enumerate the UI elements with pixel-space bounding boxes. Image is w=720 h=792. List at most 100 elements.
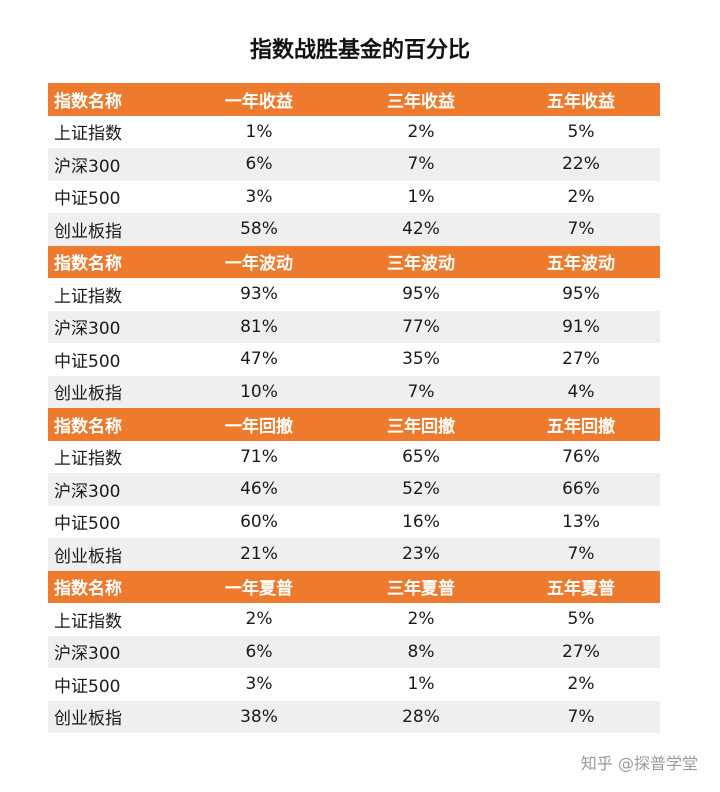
table-row: 中证500 3% 1% 2% <box>48 181 660 214</box>
page-title: 指数战胜基金的百分比 <box>249 38 470 63</box>
value-cell: 77% <box>402 316 440 337</box>
table-row: 创业板指 21% 23% 7% <box>48 538 660 571</box>
value-cell: 5% <box>567 121 595 142</box>
index-name-cell: 沪深300 <box>54 481 121 502</box>
index-name-cell: 上证指数 <box>54 286 122 307</box>
index-name-cell: 沪深300 <box>54 319 121 340</box>
value-cell: 35% <box>402 349 440 370</box>
value-cell: 27% <box>562 641 600 662</box>
section-header-row: 指数名称 一年夏普 三年夏普 五年夏普 <box>48 570 660 603</box>
section-header-row: 指数名称 一年收益 三年收益 五年收益 <box>48 83 660 116</box>
table-row: 中证500 3% 1% 2% <box>48 668 660 701</box>
index-vs-fund-table: 指数名称 一年收益 三年收益 五年收益上证指数 1% 2% 5% 沪深300 6% 7% 22% 中证… <box>48 83 660 733</box>
table-row: 沪深300 81% 77% 91% <box>48 310 660 343</box>
value-cell: 38% <box>240 706 278 727</box>
value-cell: 1% <box>407 186 435 207</box>
header-metric: 三年回撤 <box>387 416 455 437</box>
value-cell: 3% <box>245 674 273 695</box>
value-cell: 71% <box>240 446 278 467</box>
value-cell: 81% <box>240 316 278 337</box>
index-name-cell: 中证500 <box>54 514 121 535</box>
section-header-row: 指数名称 一年波动 三年波动 五年波动 <box>48 245 660 278</box>
value-cell: 91% <box>562 316 600 337</box>
section-header-row: 指数名称 一年回撤 三年回撤 五年回撤 <box>48 408 660 441</box>
index-name-cell: 沪深300 <box>54 156 121 177</box>
index-name-cell: 创业板指 <box>54 546 122 567</box>
value-cell: 95% <box>562 284 600 305</box>
value-cell: 2% <box>245 609 273 630</box>
value-cell: 5% <box>567 609 595 630</box>
header-index-name: 指数名称 <box>54 579 122 600</box>
table-row: 沪深300 6% 8% 27% <box>48 635 660 668</box>
value-cell: 2% <box>567 674 595 695</box>
value-cell: 21% <box>240 544 278 565</box>
value-cell: 3% <box>245 186 273 207</box>
value-cell: 2% <box>407 609 435 630</box>
value-cell: 22% <box>562 154 600 175</box>
header-metric: 三年夏普 <box>387 579 455 600</box>
value-cell: 8% <box>407 641 435 662</box>
value-cell: 7% <box>407 154 435 175</box>
value-cell: 1% <box>407 674 435 695</box>
value-cell: 1% <box>245 121 273 142</box>
value-cell: 58% <box>240 219 278 240</box>
index-name-cell: 创业板指 <box>54 709 122 730</box>
table-row: 沪深300 46% 52% 66% <box>48 473 660 506</box>
value-cell: 66% <box>562 479 600 500</box>
header-metric: 五年收益 <box>547 91 615 112</box>
header-metric: 一年波动 <box>225 254 293 275</box>
header-metric: 五年夏普 <box>547 579 615 600</box>
header-metric: 三年波动 <box>387 254 455 275</box>
value-cell: 7% <box>567 706 595 727</box>
header-index-name: 指数名称 <box>54 416 122 437</box>
table-row: 创业板指 58% 42% 7% <box>48 213 660 246</box>
index-name-cell: 沪深300 <box>54 644 121 665</box>
value-cell: 6% <box>245 641 273 662</box>
index-name-cell: 中证500 <box>54 351 121 372</box>
index-name-cell: 上证指数 <box>54 124 122 145</box>
header-metric: 三年收益 <box>387 91 455 112</box>
header-metric: 一年回撤 <box>225 416 293 437</box>
value-cell: 65% <box>402 446 440 467</box>
value-cell: 6% <box>245 154 273 175</box>
index-name-cell: 中证500 <box>54 676 121 697</box>
table-row: 上证指数 1% 2% 5% <box>48 116 660 149</box>
table-row: 沪深300 6% 7% 22% <box>48 148 660 181</box>
table-row: 上证指数 2% 2% 5% <box>48 603 660 636</box>
header-index-name: 指数名称 <box>54 91 122 112</box>
header-metric: 五年回撤 <box>547 416 615 437</box>
table-row: 创业板指 38% 28% 7% <box>48 700 660 733</box>
value-cell: 7% <box>567 219 595 240</box>
value-cell: 60% <box>240 511 278 532</box>
table-row: 上证指数 93% 95% 95% <box>48 278 660 311</box>
index-name-cell: 中证500 <box>54 189 121 210</box>
table-row: 上证指数 71% 65% 76% <box>48 441 660 474</box>
value-cell: 27% <box>562 349 600 370</box>
header-metric: 五年波动 <box>547 254 615 275</box>
header-metric: 一年收益 <box>225 91 293 112</box>
value-cell: 23% <box>402 544 440 565</box>
value-cell: 2% <box>567 186 595 207</box>
value-cell: 46% <box>240 479 278 500</box>
value-cell: 16% <box>402 511 440 532</box>
header-index-name: 指数名称 <box>54 254 122 275</box>
value-cell: 4% <box>567 381 595 402</box>
index-name-cell: 上证指数 <box>54 611 122 632</box>
table-row: 创业板指 10% 7% 4% <box>48 375 660 408</box>
value-cell: 76% <box>562 446 600 467</box>
value-cell: 93% <box>240 284 278 305</box>
value-cell: 13% <box>562 511 600 532</box>
value-cell: 52% <box>402 479 440 500</box>
watermark: 知乎 @探普学堂 <box>580 754 698 773</box>
table-row: 中证500 47% 35% 27% <box>48 343 660 376</box>
value-cell: 10% <box>240 381 278 402</box>
table-row: 中证500 60% 16% 13% <box>48 506 660 539</box>
header-metric: 一年夏普 <box>225 579 293 600</box>
value-cell: 42% <box>402 219 440 240</box>
value-cell: 47% <box>240 349 278 370</box>
index-name-cell: 创业板指 <box>54 221 122 242</box>
value-cell: 95% <box>402 284 440 305</box>
index-name-cell: 创业板指 <box>54 384 122 405</box>
value-cell: 28% <box>402 706 440 727</box>
index-name-cell: 上证指数 <box>54 449 122 470</box>
